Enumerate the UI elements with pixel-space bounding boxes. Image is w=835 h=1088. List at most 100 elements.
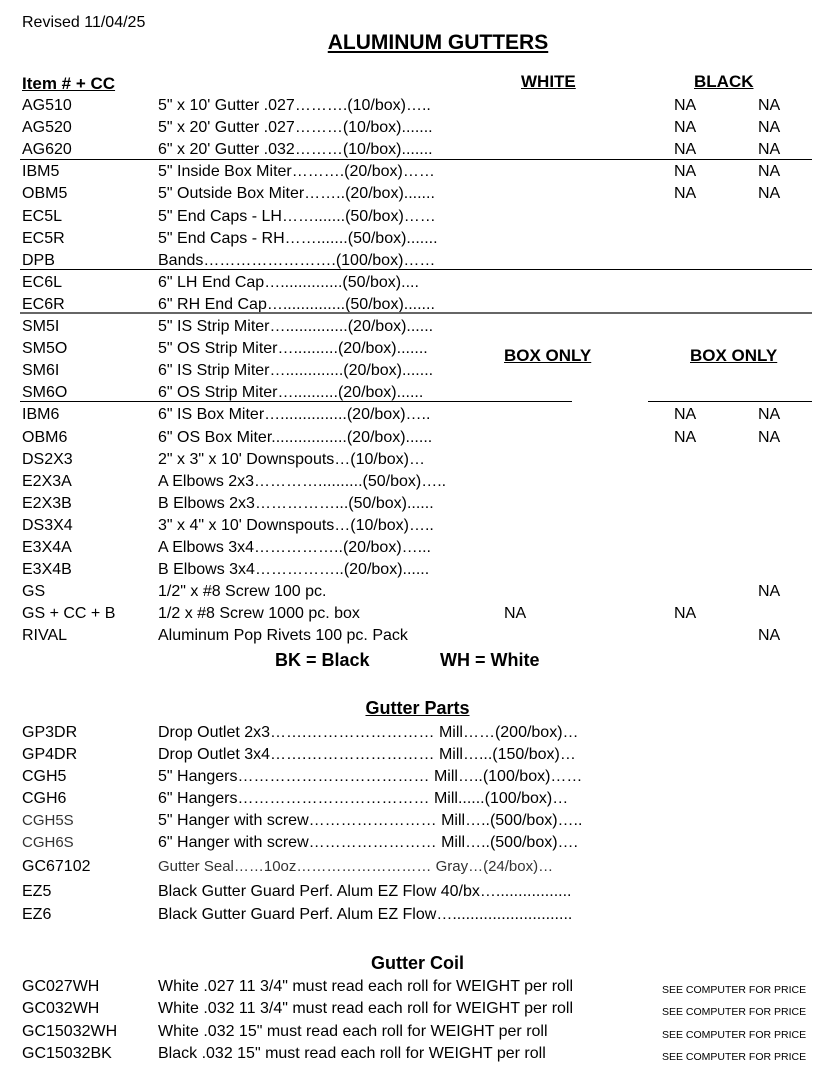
item-description: B Elbows 2x3……………...(50/box)...... bbox=[158, 494, 434, 512]
revised-date: Revised 11/04/25 bbox=[22, 14, 146, 31]
item-description: 6" x 20' Gutter .032………(10/box)....... bbox=[158, 141, 433, 159]
item-description: A Elbows 2x3…………..........(50/box)….. bbox=[158, 472, 447, 490]
item-number: GP3DR bbox=[22, 724, 78, 741]
item-description: B Elbows 3x4……………..(20/box)...... bbox=[158, 561, 430, 579]
availability-cell: NA bbox=[674, 185, 697, 203]
item-description: 5" End Caps - LH…….......(50/box)…… bbox=[158, 207, 436, 225]
availability-cell: NA bbox=[504, 605, 527, 623]
item-description: Black .032 15" must read each roll for W… bbox=[158, 1044, 546, 1062]
item-description: White .032 11 3/4" must read each roll f… bbox=[158, 1000, 574, 1018]
item-description: A Elbows 3x4……………..(20/box)…... bbox=[158, 539, 431, 556]
item-number: GS + CC + B bbox=[22, 605, 116, 623]
price-note: SEE COMPUTER FOR PRICE bbox=[662, 1006, 807, 1019]
price-note: SEE COMPUTER FOR PRICE bbox=[662, 1028, 807, 1041]
item-description: 5" x 20' Gutter .027………(10/box)....... bbox=[158, 119, 433, 137]
item-number: EZ5 bbox=[22, 883, 52, 900]
table-row: CGH5S 5" Hanger with screw…………………… Mill….… bbox=[0, 810, 835, 832]
item-description: 5" x 10' Gutter .027……….(10/box)….. bbox=[158, 97, 431, 114]
divider bbox=[20, 159, 812, 160]
item-number: IBM5 bbox=[22, 163, 60, 181]
white-column-header: WHITE bbox=[521, 72, 576, 91]
table-row: EC5L 5" End Caps - LH…….......(50/box)…… bbox=[0, 206, 835, 228]
item-number: OBM5 bbox=[22, 185, 68, 203]
item-description: 6" LH End Cap…..............(50/box).... bbox=[158, 273, 419, 291]
table-row: CGH6 6" Hangers……………………………… Mill......(10… bbox=[0, 788, 835, 810]
availability-cell: NA bbox=[758, 185, 781, 203]
table-row: E3X4A A Elbows 3x4……………..(20/box)…... bbox=[0, 537, 835, 559]
table-row: GC027WH White .027 11 3/4" must read each… bbox=[0, 976, 835, 998]
item-description: 5" Hangers……………………………… Mill…..(100/box)…… bbox=[158, 768, 583, 785]
item-number: OBM6 bbox=[22, 428, 68, 446]
availability-cell: NA bbox=[674, 119, 697, 137]
item-description: 6" RH End Cap…..............(50/box)....… bbox=[158, 295, 435, 313]
table-row: GC15032WH White .032 15" must read each r… bbox=[0, 1021, 835, 1043]
item-number: AG620 bbox=[22, 141, 72, 159]
table-row: EZ5 Black Gutter Guard Perf. Alum EZ Flow… bbox=[0, 881, 835, 903]
availability-cell: NA bbox=[674, 428, 697, 446]
availability-cell: NA bbox=[758, 627, 781, 645]
table-row: EC6R 6" RH End Cap…..............(50/box)… bbox=[0, 294, 835, 316]
item-description: White .032 15" must read each roll for W… bbox=[158, 1022, 548, 1040]
table-row: GS 1/2" x #8 Screw 100 pc. NA bbox=[0, 581, 835, 603]
item-description: 2" x 3" x 10' Downspouts…(10/box)… bbox=[158, 450, 425, 468]
table-row: DPB Bands…………………….(100/box)…… bbox=[0, 250, 835, 272]
item-description: 5" End Caps - RH…….......(50/box)....... bbox=[158, 229, 438, 247]
item-number: SM6O bbox=[22, 384, 68, 402]
item-description: 1/2" x #8 Screw 100 pc. bbox=[158, 583, 327, 601]
item-description: 5" Hanger with screw…………………… Mill…..(500… bbox=[158, 812, 583, 829]
table-row: AG510 5" x 10' Gutter .027……….(10/box)…..… bbox=[0, 95, 835, 117]
legend-bk: BK = Black bbox=[275, 650, 370, 670]
table-row: GP4DR Drop Outlet 3x4…….…………………… Mill…...… bbox=[0, 744, 835, 766]
item-description: Aluminum Pop Rivets 100 pc. Pack bbox=[158, 627, 408, 645]
item-number: EC6L bbox=[22, 273, 63, 291]
item-number: GC027WH bbox=[22, 978, 100, 995]
item-number: IBM6 bbox=[22, 406, 60, 424]
table-row: SM5O 5" OS Strip Miter…..........(20/box)… bbox=[0, 338, 835, 360]
item-description: 6" IS Box Miter…...............(20/box)…… bbox=[158, 406, 431, 424]
table-row: SM6I 6" IS Strip Miter….............(20/b… bbox=[0, 360, 835, 382]
table-row: E2X3B B Elbows 2x3……………...(50/box)...... bbox=[0, 493, 835, 515]
item-description: White .027 11 3/4" must read each roll f… bbox=[158, 978, 574, 995]
item-number: SM5I bbox=[22, 318, 60, 335]
table-row: DS2X3 2" x 3" x 10' Downspouts…(10/box)… bbox=[0, 449, 835, 471]
table-row: EZ6 Black Gutter Guard Perf. Alum EZ Flow… bbox=[0, 904, 835, 926]
availability-cell: NA bbox=[758, 163, 781, 181]
item-number: E3X4B bbox=[22, 561, 72, 579]
item-number: GP4DR bbox=[22, 746, 78, 763]
item-number: GC032WH bbox=[22, 1000, 100, 1018]
availability-cell: NA bbox=[674, 605, 697, 623]
availability-cell: NA bbox=[758, 141, 781, 159]
item-description: 6" Hangers……………………………… Mill......(100/bo… bbox=[158, 790, 569, 807]
availability-cell: NA bbox=[758, 406, 781, 424]
table-row: IBM5 5" Inside Box Miter……….(20/box)…… NA N… bbox=[0, 161, 835, 183]
legend-wh: WH = White bbox=[440, 650, 540, 670]
table-row: OBM6 6" OS Box Miter.................(20/… bbox=[0, 427, 835, 449]
availability-cell: NA bbox=[674, 141, 697, 159]
table-row: OBM5 5" Outside Box Miter……..(20/box)....… bbox=[0, 183, 835, 205]
availability-cell: NA bbox=[758, 428, 781, 446]
item-description: 5" Outside Box Miter……..(20/box)....... bbox=[158, 185, 435, 203]
item-number: CGH6 bbox=[22, 790, 67, 807]
item-number: E2X3A bbox=[22, 472, 72, 490]
item-number: GC15032BK bbox=[22, 1044, 112, 1062]
item-number: E2X3B bbox=[22, 494, 72, 512]
item-description: 5" IS Strip Miter…..............(20/box)… bbox=[158, 318, 434, 335]
item-description: 6" OS Strip Miter…..........(20/box)....… bbox=[158, 384, 424, 402]
table-row: GP3DR Drop Outlet 2x3…….…………………… Mill……(2… bbox=[0, 722, 835, 744]
table-row: SM5I 5" IS Strip Miter…..............(20/… bbox=[0, 316, 835, 338]
item-number: CGH5 bbox=[22, 768, 67, 785]
item-number: E3X4A bbox=[22, 539, 72, 556]
item-number: GC15032WH bbox=[22, 1022, 118, 1040]
table-row: AG520 5" x 20' Gutter .027………(10/box)....… bbox=[0, 117, 835, 139]
item-description: 6" OS Box Miter.................(20/box)… bbox=[158, 428, 433, 446]
black-box-only-label: BOX ONLY bbox=[690, 346, 778, 365]
item-number: EC6R bbox=[22, 295, 65, 313]
price-note: SEE COMPUTER FOR PRICE bbox=[662, 1050, 807, 1063]
item-description: 5" OS Strip Miter…..........(20/box)....… bbox=[158, 340, 428, 358]
item-number: SM6I bbox=[22, 362, 60, 380]
item-number: AG510 bbox=[22, 97, 72, 114]
table-row: CGH5 5" Hangers……………………………… Mill…..(100/b… bbox=[0, 766, 835, 788]
table-row: RIVAL Aluminum Pop Rivets 100 pc. Pack NA bbox=[0, 625, 835, 647]
item-number: CGH5S bbox=[22, 812, 74, 829]
item-number: EC5R bbox=[22, 229, 65, 247]
